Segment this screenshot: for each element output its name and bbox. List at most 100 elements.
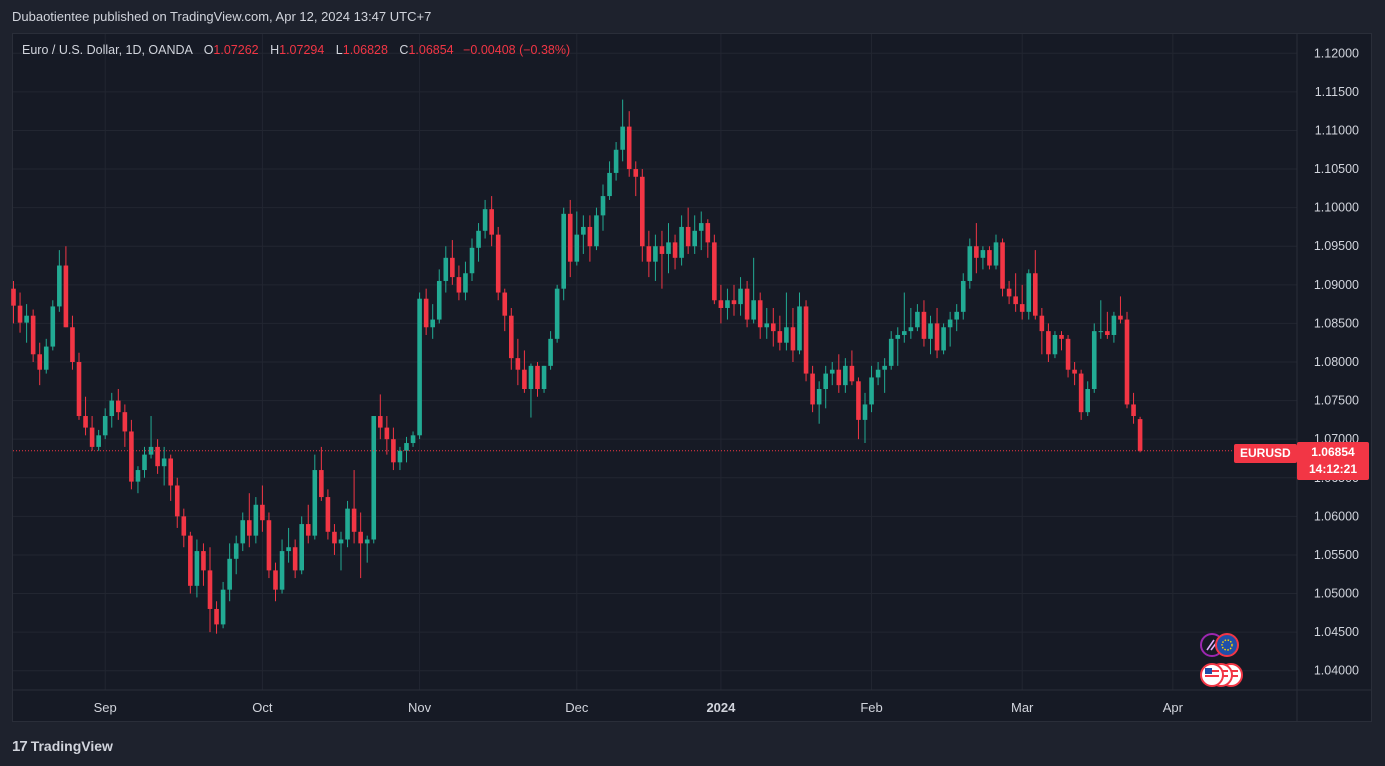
candle-body [423,298,429,328]
candle-body [535,365,540,390]
price-axis-label: 1.12000 [1314,46,1359,60]
candle-body [705,223,711,243]
candle-body [797,306,802,351]
candle-body [1000,242,1005,289]
candle-body [76,362,82,417]
candle-body [214,608,219,625]
time-axis-label: Mar [1011,700,1034,715]
candle-body [410,435,416,444]
chart-pane[interactable] [12,33,1372,722]
candle-body [502,292,508,316]
candle-body [672,242,678,258]
candle-body [712,242,717,301]
candle-body [594,215,599,247]
candle-body [463,273,468,293]
candle-body [17,305,23,323]
candle-body [921,311,927,339]
candle-body [941,327,946,351]
candle-body [181,516,187,536]
legend-close-value: 1.06854 [408,43,454,57]
candle-body [70,327,75,362]
candle-body [1131,404,1136,417]
candle-body [895,334,901,339]
time-axis-label: Feb [860,700,882,715]
candle-body [967,246,973,281]
price-axis-label: 1.04000 [1314,664,1359,678]
legend-low-value: 1.06828 [342,43,388,57]
candle-body [757,300,763,328]
candle-body [260,504,265,521]
price-axis-label: 1.09000 [1314,278,1359,292]
candle-body [548,338,553,366]
candle-body [11,288,16,306]
candle-body [1078,373,1084,413]
price-axis-label: 1.11500 [1315,85,1359,99]
candle-body [168,458,173,486]
candle-body [207,570,213,609]
price-axis-label: 1.10000 [1314,201,1359,215]
candle-body [495,234,501,293]
candle-body [1072,369,1077,374]
candle-body [784,327,789,343]
candle-body [816,389,822,405]
candle-body [764,323,770,328]
candle-body [116,400,121,413]
candle-body [567,213,573,262]
tradingview-brand[interactable]: 17 TradingView [12,737,113,755]
candle-body [129,431,134,482]
candle-body [122,412,128,432]
candle-body [489,209,494,235]
price-axis-label: 1.10500 [1314,162,1359,176]
candle-body [378,416,383,428]
candle-body [659,246,665,254]
candle-body [771,323,776,332]
eu-flag-icon[interactable] [1215,633,1239,657]
candle-body [83,416,88,428]
candle-body [109,400,115,417]
candle-body [915,311,920,328]
candle-body [836,369,842,386]
price-axis-label: 1.07500 [1314,394,1359,408]
candle-body [325,497,331,532]
legend-symbol: Euro / U.S. Dollar, 1D, OANDA [22,43,193,57]
candle-body [351,508,357,532]
candle-body [633,169,639,177]
candle-body [279,551,285,590]
legend-low-label: L [335,43,343,57]
candle-body [37,354,42,370]
candle-body [476,230,481,248]
candle-body [528,365,534,390]
time-axis-label: 2024 [706,700,736,715]
candle-body [974,246,979,258]
bar-countdown: 14:12:21 [1308,462,1358,476]
candle-body [679,226,684,258]
ohlc-legend: Euro / U.S. Dollar, 1D, OANDA O1.07262 H… [22,43,570,57]
event-markers[interactable] [1199,630,1245,690]
candle-body [371,416,377,540]
candle-body [613,149,619,173]
candle-body [849,365,855,382]
candle-body [541,365,547,390]
time-axis-label: Dec [565,700,589,715]
publish-header: Dubaotientee published on TradingView.co… [12,9,432,24]
candle-body [188,535,193,586]
us-flag-icon[interactable] [1200,663,1224,687]
candle-body [928,323,933,339]
price-axis-label: 1.05000 [1314,587,1359,601]
candle-body [954,311,959,320]
candle-body [450,257,455,278]
candle-body [1046,331,1051,355]
price-axis-label: 1.08500 [1314,316,1359,330]
candle-body [89,427,95,447]
candle-body [581,226,586,235]
candle-body [1124,319,1130,405]
candle-body [993,242,999,266]
candle-body [43,346,49,370]
candle-body [201,551,206,571]
candle-body [391,439,396,463]
candle-body [522,369,527,390]
candle-body [174,485,180,517]
candle-body [646,246,652,262]
legend-close-label: C [399,43,409,57]
